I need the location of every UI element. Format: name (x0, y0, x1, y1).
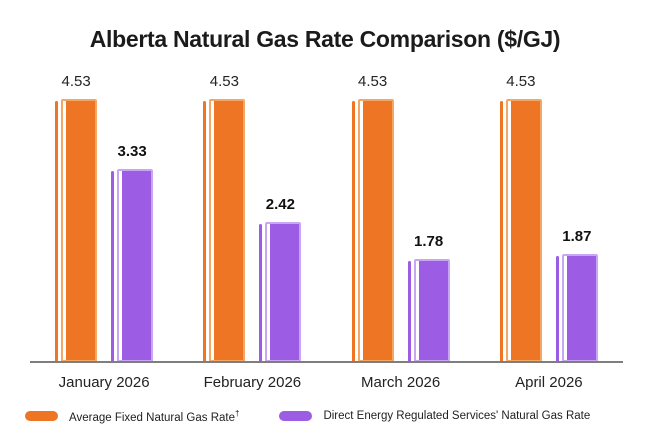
bar-group: 4.53 1.87 (475, 73, 623, 362)
x-axis-label: April 2026 (515, 374, 583, 391)
bar-value-label: 2.42 (265, 196, 295, 213)
x-axis-label: February 2026 (203, 374, 302, 391)
bar-value-label: 4.53 (61, 73, 91, 90)
regulated-rate-bar (111, 169, 154, 362)
bar-body (561, 254, 598, 362)
bar-highlight-stripe (359, 101, 363, 360)
regulated-rate-bar-wrap: 3.33 (111, 143, 154, 362)
regulated-rate-bar-wrap: 2.42 (259, 196, 302, 362)
bar-value-label: 4.53 (209, 73, 239, 90)
bar-highlight-stripe (415, 261, 419, 360)
regulated-rate-bar (555, 254, 598, 362)
legend-label-regulated-rate: Direct Energy Regulated Services' Natura… (323, 410, 591, 423)
regulated-rate-bar (259, 222, 302, 362)
regulated-rate-bar (407, 259, 450, 362)
bar-highlight-stripe (563, 256, 567, 360)
x-axis-label: January 2026 (58, 374, 150, 391)
bar-edge-stripe (203, 101, 207, 362)
bar-highlight-stripe (63, 101, 67, 360)
x-axis-labels: January 2026 February 2026 March 2026 April… (30, 374, 623, 391)
bar-groups: 4.53 3.33 4.53 2.42 4.53 1.78 4.53 1.87 (30, 73, 623, 362)
bar-value-label: 1.87 (562, 228, 592, 245)
bar-edge-stripe (111, 171, 115, 362)
bar-highlight-stripe (267, 224, 271, 360)
legend: Average Fixed Natural Gas Rate† Direct E… (25, 409, 630, 424)
bar-value-label: 4.53 (506, 73, 536, 90)
bar-edge-stripe (499, 101, 503, 362)
fixed-rate-bar-wrap: 4.53 (203, 73, 246, 362)
fixed-rate-bar (351, 99, 394, 362)
plot-area: 4.53 3.33 4.53 2.42 4.53 1.78 4.53 1.87 (30, 0, 623, 363)
fixed-rate-bar-wrap: 4.53 (499, 73, 542, 362)
legend-label-fixed-rate: Average Fixed Natural Gas Rate† (69, 409, 240, 424)
regulated-rate-bar-wrap: 1.78 (407, 233, 450, 362)
footnote-dagger-mark: † (234, 409, 240, 418)
bar-group: 4.53 1.78 (327, 73, 475, 362)
bar-body (209, 99, 246, 362)
legend-item-fixed-rate: Average Fixed Natural Gas Rate† (25, 409, 239, 424)
bar-edge-stripe (55, 101, 59, 362)
fixed-rate-bar (499, 99, 542, 362)
bar-group: 4.53 2.42 (178, 73, 326, 362)
bar-body (61, 99, 98, 362)
x-axis-label: March 2026 (361, 374, 441, 391)
regulated-rate-bar-wrap: 1.87 (555, 228, 598, 362)
legend-item-regulated-rate: Direct Energy Regulated Services' Natura… (279, 410, 590, 422)
bar-edge-stripe (351, 101, 355, 362)
bar-body (413, 259, 450, 362)
fixed-rate-bar-wrap: 4.53 (351, 73, 394, 362)
bar-highlight-stripe (211, 101, 215, 360)
bar-value-label: 1.78 (414, 233, 444, 250)
bar-group: 4.53 3.33 (30, 73, 178, 362)
legend-swatch-orange (25, 411, 58, 422)
bar-edge-stripe (555, 256, 559, 362)
bar-value-label: 3.33 (117, 143, 147, 160)
bar-body (505, 99, 542, 362)
chart-title: Alberta Natural Gas Rate Comparison ($/G… (89, 26, 561, 52)
fixed-rate-bar (55, 99, 98, 362)
bar-body (265, 222, 302, 362)
bar-highlight-stripe (507, 101, 511, 360)
bar-highlight-stripe (119, 171, 123, 360)
fixed-rate-bar (203, 99, 246, 362)
bar-body (357, 99, 394, 362)
x-axis-line (30, 361, 623, 363)
bar-value-label: 4.53 (358, 73, 388, 90)
bar-edge-stripe (259, 224, 263, 362)
bar-edge-stripe (407, 261, 411, 362)
bar-body (117, 169, 154, 362)
fixed-rate-bar-wrap: 4.53 (55, 73, 98, 362)
legend-swatch-purple (279, 411, 313, 422)
